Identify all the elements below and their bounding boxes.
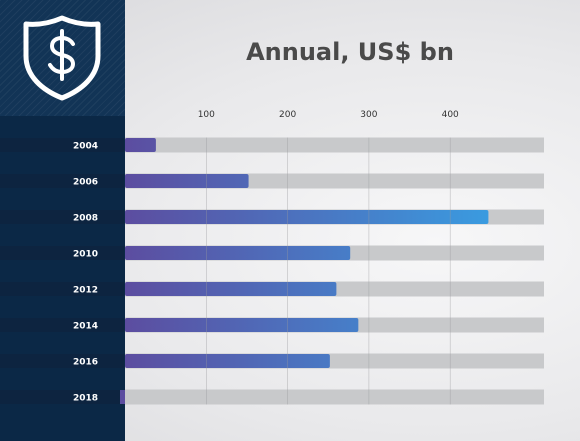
bar-2014 (125, 318, 359, 332)
bar-2010 (125, 246, 351, 260)
bar-track-2018 (125, 389, 544, 405)
year-label-2008: 2008 (73, 214, 98, 224)
bar-2004 (125, 138, 156, 152)
year-label-2016: 2016 (73, 358, 98, 368)
bar-2018 (120, 390, 125, 404)
year-label-2018: 2018 (73, 394, 98, 404)
year-label-2014: 2014 (73, 322, 98, 332)
year-band-2014 (0, 318, 124, 332)
year-band-2018 (0, 390, 124, 404)
year-band-2016 (0, 354, 124, 368)
year-label-2012: 2012 (73, 286, 98, 296)
year-label-2004: 2004 (73, 142, 98, 152)
bar-track-2004 (125, 137, 544, 153)
dollar-shield-icon (23, 15, 101, 101)
logo-panel (0, 0, 125, 116)
x-tick-400: 400 (442, 110, 459, 120)
x-tick-100: 100 (198, 110, 215, 120)
year-band-2012 (0, 282, 124, 296)
x-tick-200: 200 (279, 110, 296, 120)
bar-2016 (125, 354, 330, 368)
year-band-2006 (0, 174, 124, 188)
bar-2006 (125, 174, 249, 188)
chart-title: Annual, US$ bn (246, 38, 454, 66)
year-band-2008 (0, 210, 124, 224)
bar-2012 (125, 282, 337, 296)
year-band-2004 (0, 138, 124, 152)
year-label-2010: 2010 (73, 250, 98, 260)
year-label-2006: 2006 (73, 178, 98, 188)
x-tick-300: 300 (360, 110, 377, 120)
year-band-2010 (0, 246, 124, 260)
bar-2008 (125, 210, 489, 224)
